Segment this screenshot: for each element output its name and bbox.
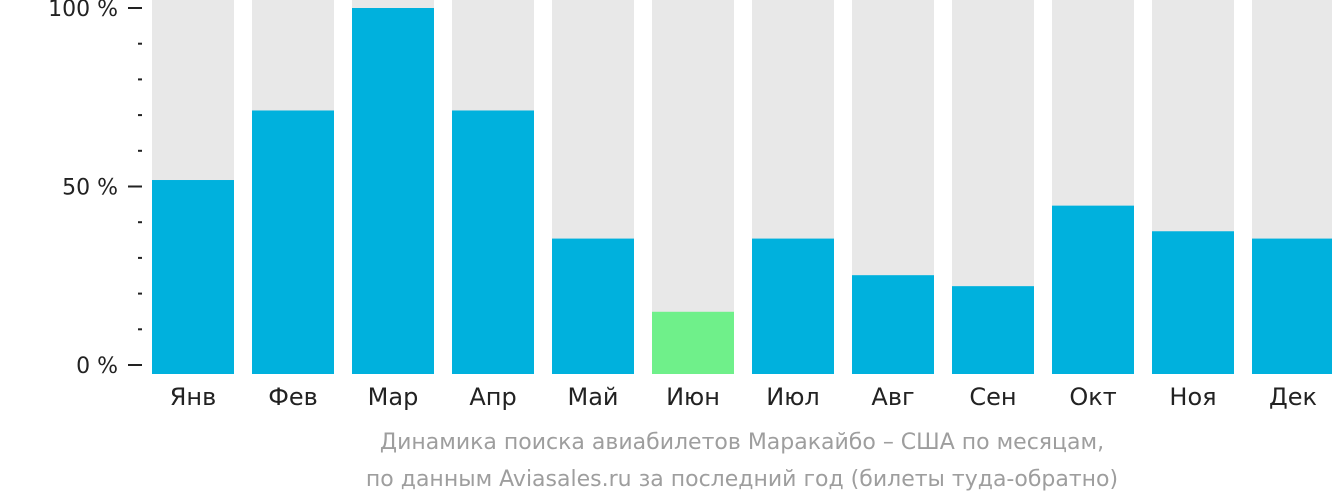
y-axis: 0 % 50 % 100 % (48, 0, 142, 379)
bar-9 (952, 286, 1034, 374)
x-tick-label: Мар (368, 383, 419, 411)
x-axis-labels: Янв Фев Мар Апр Май Июн Июл Авг Сен Окт Ноя Дек (170, 383, 1317, 411)
x-tick-label: Авг (871, 383, 914, 411)
x-tick-label: Июл (766, 383, 820, 411)
bar-12 (1252, 238, 1332, 374)
bars-group (152, 0, 1332, 374)
x-tick-label: Июн (666, 383, 720, 411)
bar-5 (552, 238, 634, 374)
bar-6 (652, 311, 734, 374)
x-tick-label: Фев (268, 383, 318, 411)
bar-4 (452, 110, 534, 374)
bar-10 (1052, 205, 1134, 374)
x-tick-label: Сен (969, 383, 1016, 411)
bar-track (652, 0, 734, 374)
bar-3 (352, 8, 434, 374)
bar-7 (752, 238, 834, 374)
bar-1 (152, 180, 234, 374)
chart-caption-line-2: по данным Aviasales.ru за последний год … (365, 467, 1119, 492)
x-tick-label: Апр (469, 383, 516, 411)
bar-2 (252, 110, 334, 374)
chart-caption-line-1: Динамика поиска авиабилетов Маракайбо – … (379, 430, 1105, 455)
y-tick-label: 50 % (62, 176, 118, 201)
y-tick-label: 100 % (48, 0, 118, 22)
x-tick-label: Дек (1269, 383, 1317, 411)
bar-8 (852, 275, 934, 374)
y-tick-label: 0 % (76, 354, 118, 379)
bar-11 (1152, 231, 1234, 374)
x-tick-label: Май (567, 383, 618, 411)
x-tick-label: Окт (1069, 383, 1116, 411)
x-tick-label: Ноя (1169, 383, 1216, 411)
x-tick-label: Янв (170, 383, 217, 411)
